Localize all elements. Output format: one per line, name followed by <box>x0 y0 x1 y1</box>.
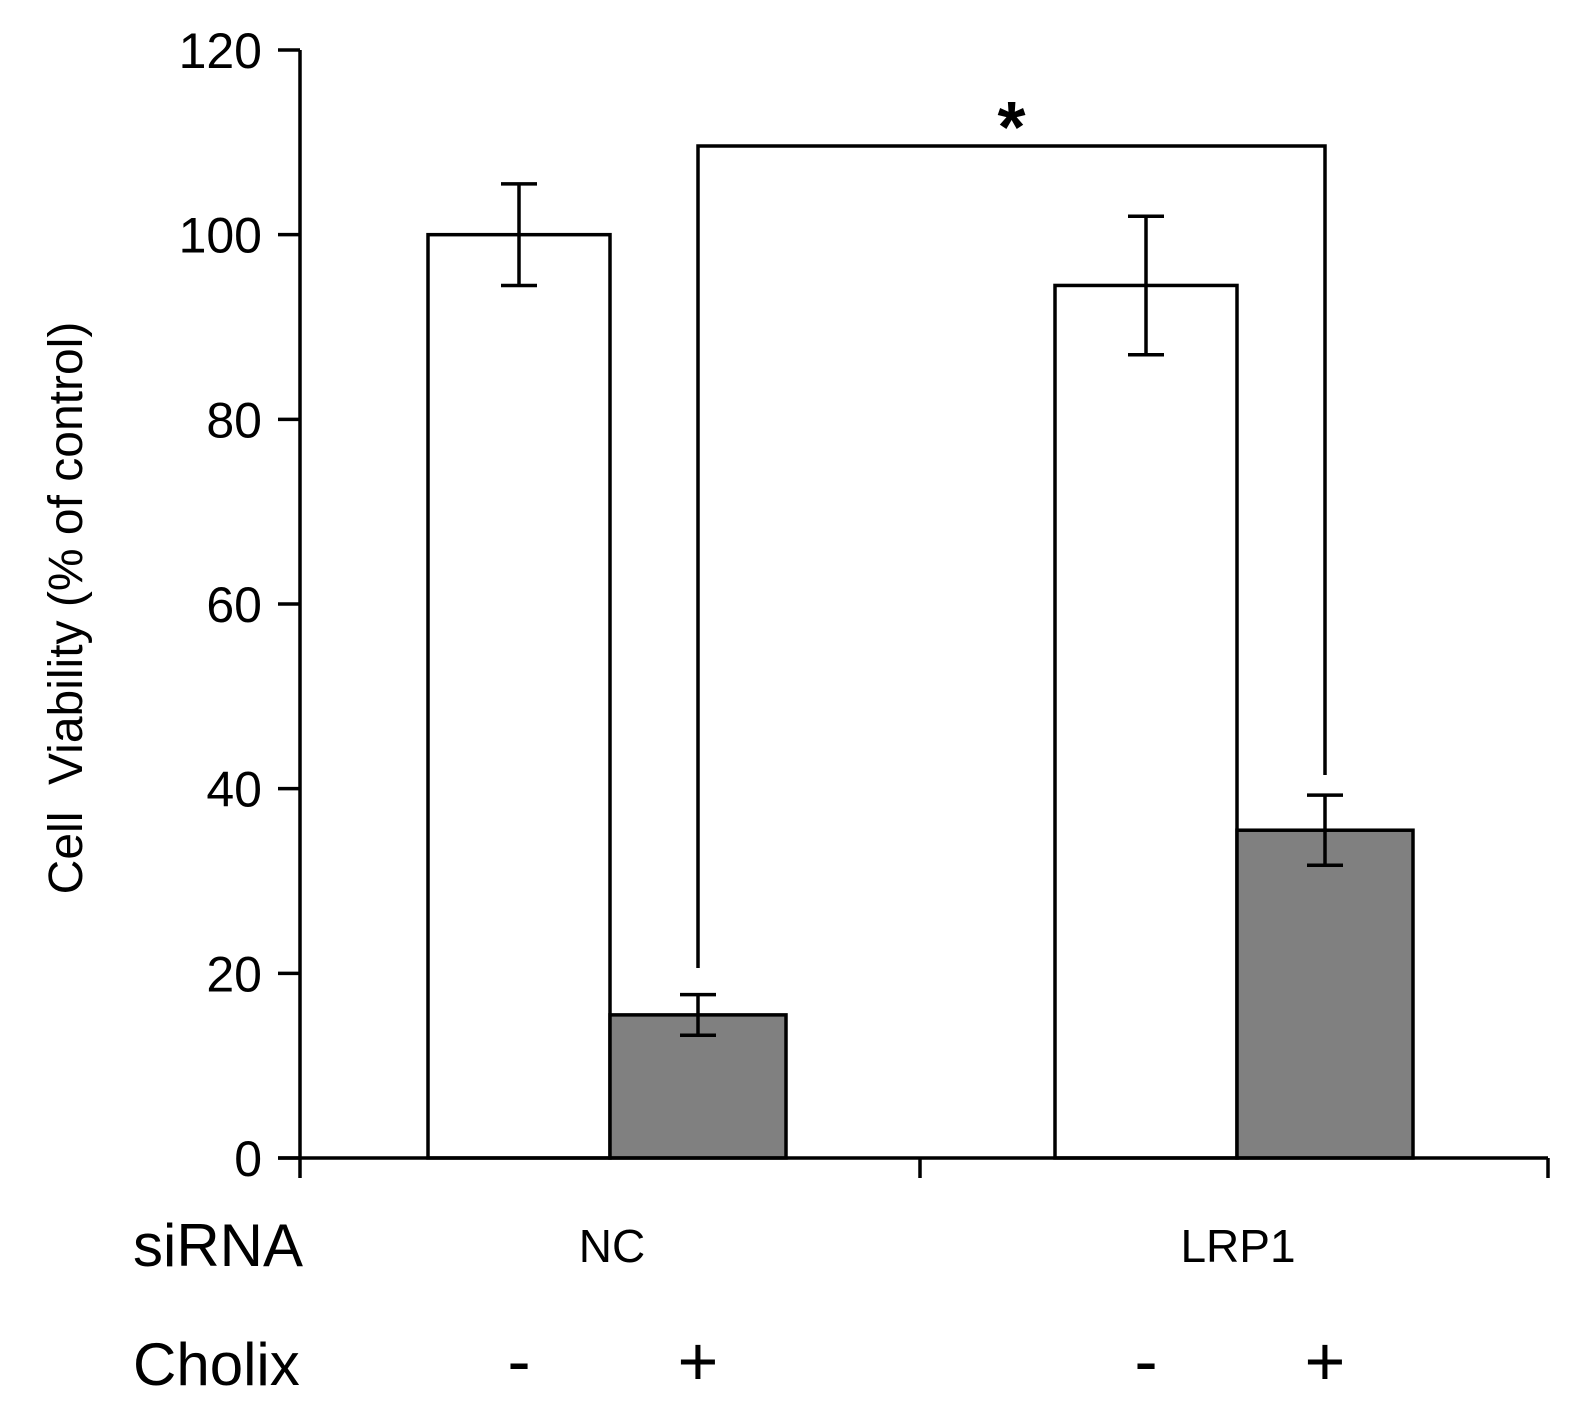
cholix-sign-nc-minus: - <box>507 1322 530 1400</box>
significance-layer: * <box>696 88 1327 968</box>
labels-layer: - +NC- +LRP1 <box>507 1220 1345 1400</box>
error-bar-nc-plus <box>680 992 716 1037</box>
y-tick-label-0: 0 <box>234 1131 262 1187</box>
cholix-sign-nc-plus: + <box>678 1322 719 1400</box>
significance-asterisk: * <box>997 88 1025 168</box>
row-label-sirna: siRNA <box>133 1212 303 1279</box>
group-label-lrp1: LRP1 <box>1180 1220 1295 1272</box>
y-tick-label-20: 20 <box>206 946 262 1002</box>
bars-layer <box>426 232 1415 1160</box>
error-bar-nc-minus <box>501 182 537 288</box>
bar-lrp1-plus <box>1235 828 1415 1160</box>
error-bar-lrp1-minus <box>1128 214 1164 357</box>
y-axis-label: Cell Viability (% of control) <box>40 322 93 895</box>
bar-lrp1-minus <box>1053 283 1239 1160</box>
cholix-sign-lrp1-minus: - <box>1134 1322 1157 1400</box>
y-tick-label-40: 40 <box>206 762 262 818</box>
cholix-sign-lrp1-plus: + <box>1305 1322 1346 1400</box>
y-tick-label-60: 60 <box>206 577 262 633</box>
error-bar-lrp1-plus <box>1307 793 1343 868</box>
significance-bracket <box>696 144 1327 968</box>
group-label-nc: NC <box>579 1220 645 1272</box>
bar-nc-plus <box>608 1013 788 1160</box>
axes-layer: 0 20 40 60 80 100 120 <box>179 23 1550 1187</box>
row-label-cholix: Cholix <box>133 1331 300 1398</box>
y-tick-label-100: 100 <box>179 208 262 264</box>
y-tick-label-120: 120 <box>179 23 262 79</box>
bar-nc-minus <box>426 232 612 1160</box>
y-tick-label-80: 80 <box>206 392 262 448</box>
error-bars-layer <box>501 182 1343 1037</box>
